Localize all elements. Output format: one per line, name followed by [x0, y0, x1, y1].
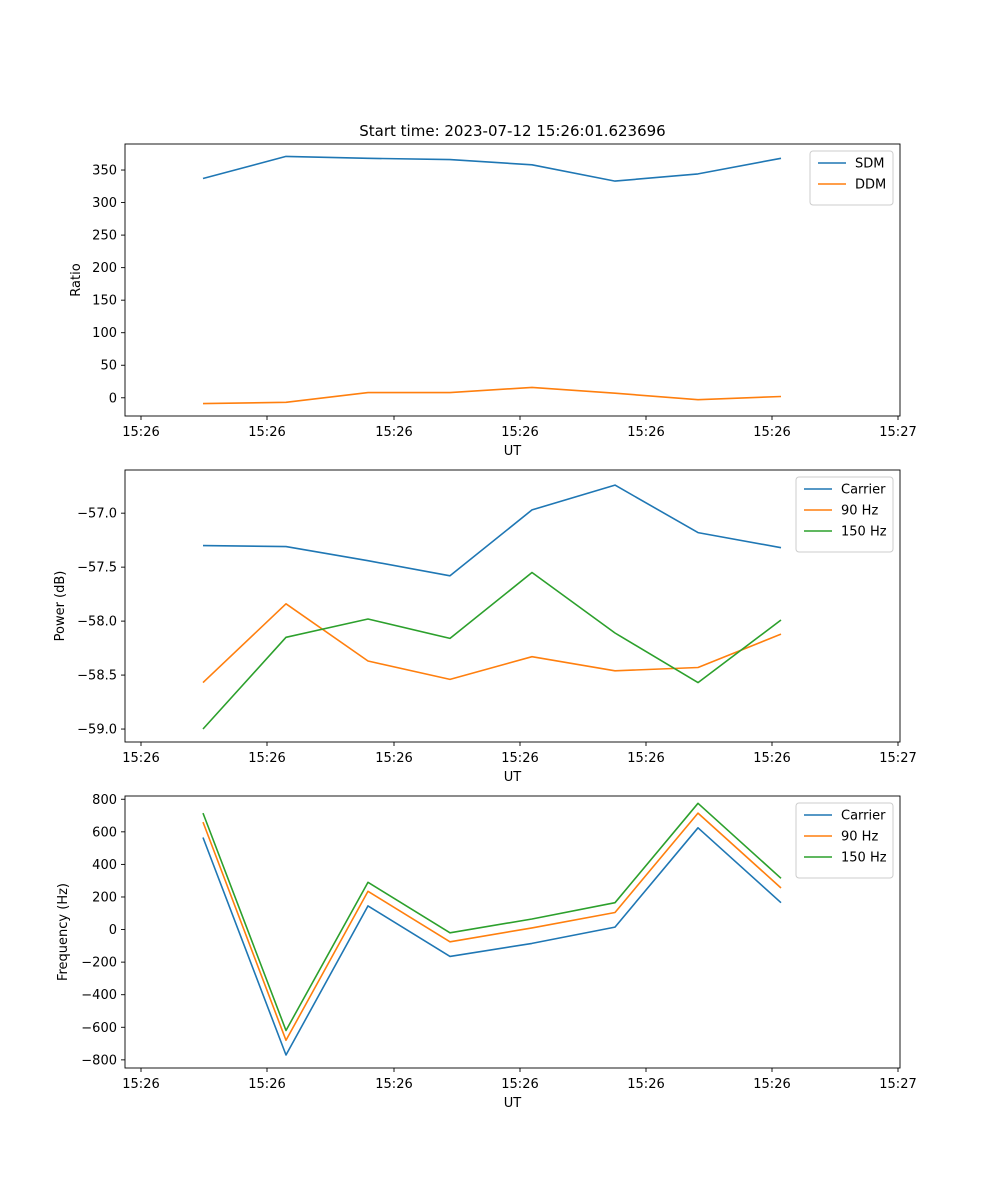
y-tick-label: 0	[109, 391, 117, 406]
y-tick-label: 100	[92, 326, 117, 341]
legend-box	[795, 802, 894, 879]
x-tick-label: 15:27	[879, 751, 916, 766]
x-tick-label: 15:26	[122, 751, 159, 766]
x-tick-label: 15:26	[501, 751, 538, 766]
y-tick-label: −58.5	[77, 669, 117, 684]
legend-label-150-hz: 150 Hz	[841, 851, 887, 866]
plot-area-frame	[124, 143, 901, 417]
y-axis-label: Power (dB)	[53, 571, 68, 642]
chart-panel-3: 15:26 15:26 15:26 15:26 15:26 15:26 15:27 UT −80…	[56, 793, 917, 1111]
y-axis-label: Frequency (Hz)	[56, 883, 71, 981]
y-tick-label: 400	[92, 858, 117, 873]
chart-panel-2: 15:26 15:26 15:26 15:26 15:26 15:26 15:27 UT −59…	[53, 469, 917, 785]
x-tick-label: 15:26	[627, 1077, 664, 1092]
y-tick-label: −400	[81, 988, 117, 1003]
x-tick-label: 15:26	[627, 751, 664, 766]
x-tick-label: 15:26	[122, 425, 159, 440]
y-tick-label: 200	[92, 890, 117, 905]
x-axis-label: UT	[504, 444, 522, 459]
y-tick-label: −57.5	[77, 561, 117, 576]
legend-box	[809, 150, 894, 206]
panels: 15:26 15:26 15:26 15:26 15:26 15:26 15:27 UT 0 50…	[53, 143, 917, 1111]
y-tick-label: 800	[92, 793, 117, 808]
x-axis-label: UT	[504, 770, 522, 785]
y-tick-label: 150	[92, 294, 117, 309]
legend-label-carrier: Carrier	[841, 483, 886, 498]
x-tick-label: 15:26	[753, 1077, 790, 1092]
series-line-90-hz	[202, 812, 782, 1042]
chart-panel-1: 15:26 15:26 15:26 15:26 15:26 15:26 15:27 UT 0 50…	[69, 143, 917, 459]
plot-area-frame	[124, 469, 901, 743]
x-tick-label: 15:26	[122, 1077, 159, 1092]
series-line-sdm	[202, 155, 782, 182]
x-tick-label: 15:26	[501, 425, 538, 440]
y-tick-label: 350	[92, 164, 117, 179]
legend-label-carrier: Carrier	[841, 809, 886, 824]
y-tick-label: −800	[81, 1053, 117, 1068]
y-tick-label: 300	[92, 196, 117, 211]
y-tick-label: −57.0	[77, 507, 117, 522]
plot-area-frame	[124, 795, 901, 1069]
x-tick-label: 15:26	[501, 1077, 538, 1092]
series-line-150-hz	[202, 571, 782, 730]
series-line-90-hz	[202, 602, 782, 684]
x-tick-label: 15:26	[248, 1077, 285, 1092]
y-tick-label: 250	[92, 229, 117, 244]
legend-label-90-hz: 90 Hz	[841, 504, 878, 519]
figure-title: Start time: 2023-07-12 15:26:01.623696	[359, 122, 665, 140]
legend-label-ddm: DDM	[855, 178, 886, 193]
x-axis-label: UT	[504, 1096, 522, 1111]
series-line-150-hz	[202, 802, 782, 1032]
y-tick-label: −59.0	[77, 723, 117, 738]
y-tick-label: −600	[81, 1021, 117, 1036]
x-tick-label: 15:26	[627, 425, 664, 440]
y-tick-label: 600	[92, 825, 117, 840]
x-tick-label: 15:26	[753, 751, 790, 766]
legend-label-90-hz: 90 Hz	[841, 830, 878, 845]
x-tick-label: 15:26	[375, 1077, 412, 1092]
x-tick-label: 15:26	[248, 751, 285, 766]
y-axis-label: Ratio	[69, 263, 84, 296]
legend-box	[795, 476, 894, 553]
series-line-carrier	[202, 484, 782, 577]
y-tick-label: −58.0	[77, 615, 117, 630]
y-tick-label: 50	[100, 359, 117, 374]
y-tick-label: 0	[109, 923, 117, 938]
y-tick-label: 200	[92, 261, 117, 276]
series-line-carrier	[202, 826, 782, 1056]
x-tick-label: 15:27	[879, 1077, 916, 1092]
x-tick-label: 15:27	[879, 425, 916, 440]
x-tick-label: 15:26	[753, 425, 790, 440]
series-line-ddm	[202, 386, 782, 405]
x-tick-label: 15:26	[248, 425, 285, 440]
legend-label-150-hz: 150 Hz	[841, 525, 887, 540]
x-tick-label: 15:26	[375, 751, 412, 766]
legend-label-sdm: SDM	[855, 157, 884, 172]
x-tick-label: 15:26	[375, 425, 412, 440]
y-tick-label: −200	[81, 956, 117, 971]
